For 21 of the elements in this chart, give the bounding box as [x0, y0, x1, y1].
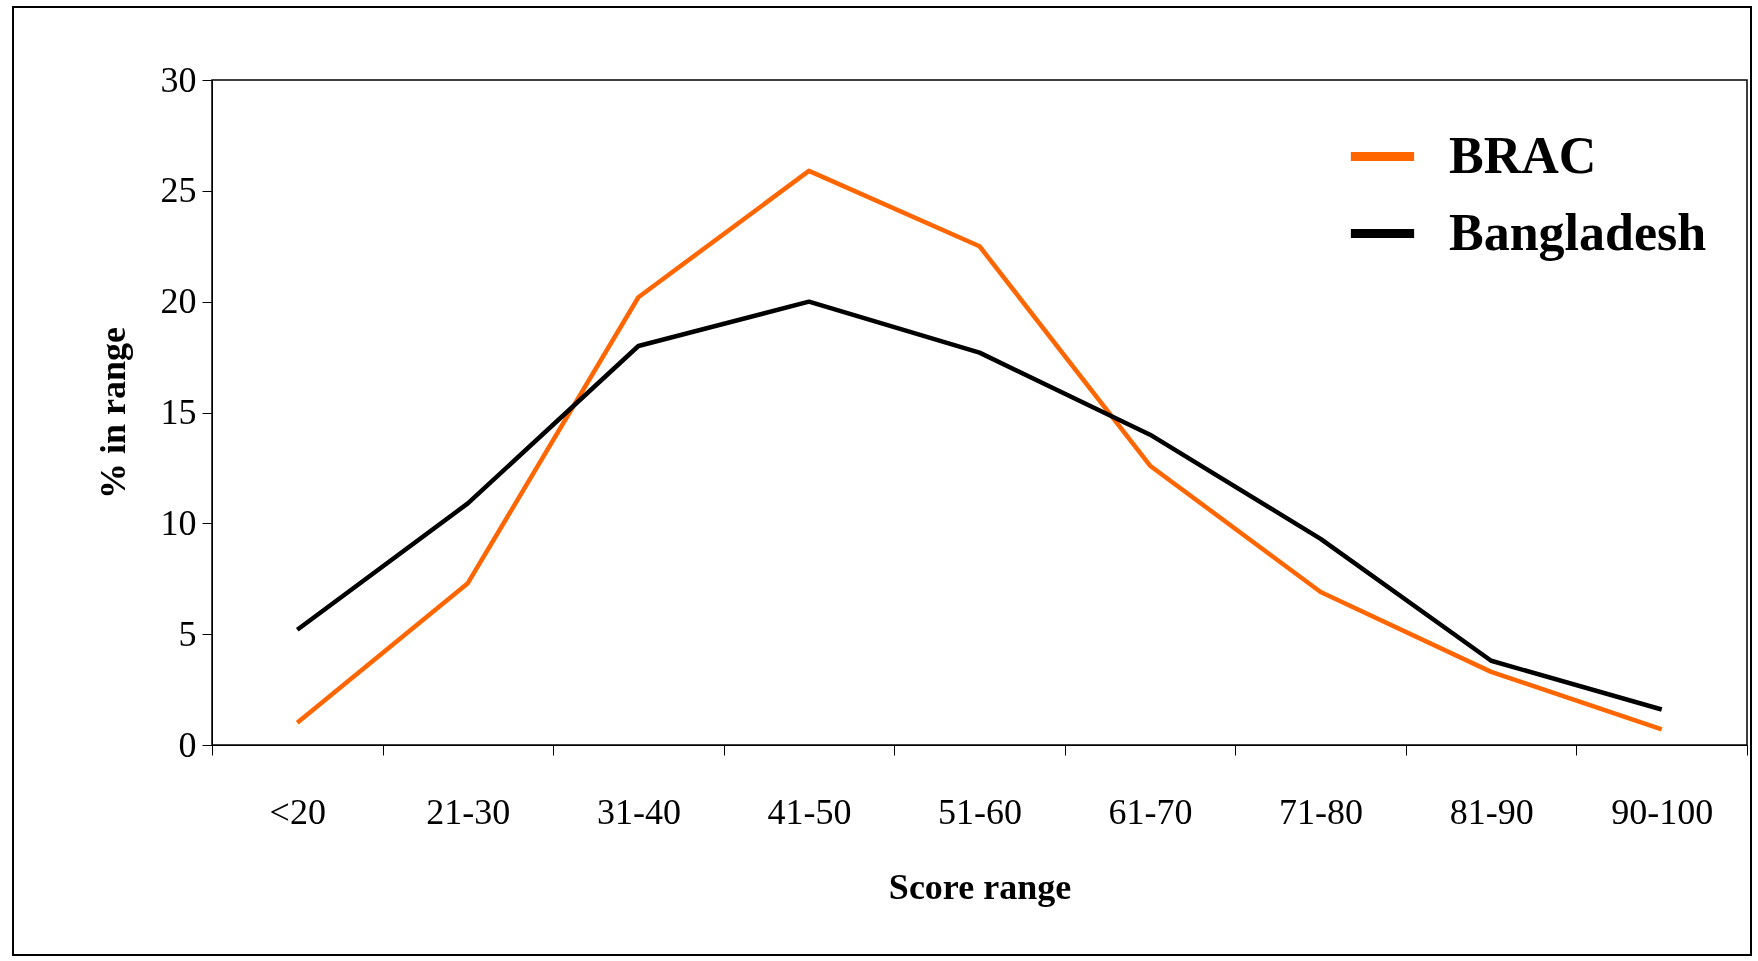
x-tick-label: 21-30 — [426, 791, 511, 832]
y-tick-label: 15 — [160, 392, 197, 432]
y-tick-label: 30 — [160, 59, 197, 100]
x-tick-label: 51-60 — [938, 791, 1022, 832]
line-series — [295, 299, 1664, 712]
x-tick-label: 71-80 — [1279, 791, 1364, 832]
x-tick-label: 41-50 — [767, 791, 852, 832]
x-tick-label: 90-100 — [1611, 791, 1714, 832]
y-tick-label: 0 — [178, 724, 197, 765]
y-tick-label: 25 — [160, 170, 197, 211]
y-tick-label: 20 — [160, 281, 197, 322]
x-tick-label: 61-70 — [1108, 791, 1193, 832]
x-tick-label: 31-40 — [596, 791, 681, 832]
y-axis-title: % in range — [92, 326, 133, 500]
x-axis-title: Score range — [888, 866, 1072, 907]
x-tick-label: <20 — [269, 791, 326, 832]
x-tick-label: 81-90 — [1449, 791, 1534, 832]
legend-label: BRAC — [1449, 126, 1597, 184]
y-tick-label: 5 — [178, 613, 197, 654]
y-tick-label: 10 — [160, 502, 197, 543]
legend-label: Bangladesh — [1449, 203, 1707, 261]
